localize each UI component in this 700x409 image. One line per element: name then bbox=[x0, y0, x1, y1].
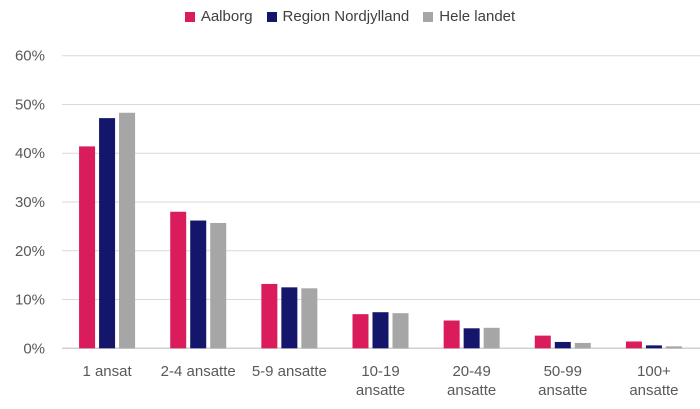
y-tick-label: 0% bbox=[23, 340, 45, 357]
legend: Aalborg Region Nordjylland Hele landet bbox=[0, 8, 700, 25]
bar-aalborg bbox=[170, 211, 187, 349]
y-tick-label: 60% bbox=[15, 48, 45, 65]
x-tick-label: 1 ansat bbox=[82, 363, 132, 380]
bar-aalborg bbox=[261, 283, 278, 349]
bar-region-nordjylland bbox=[99, 118, 116, 349]
x-tick-label: 10-19 bbox=[361, 363, 399, 380]
bar-aalborg bbox=[352, 314, 369, 349]
bar-region-nordjylland bbox=[645, 345, 662, 349]
legend-item-region-nordjylland: Region Nordjylland bbox=[266, 8, 410, 25]
legend-label: Region Nordjylland bbox=[282, 8, 410, 25]
bar-region-nordjylland bbox=[372, 312, 389, 349]
y-tick-label: 10% bbox=[15, 292, 45, 309]
legend-swatch bbox=[423, 11, 434, 22]
bar-region-nordjylland bbox=[463, 328, 480, 349]
legend-label: Aalborg bbox=[200, 8, 253, 25]
bar-region-nordjylland bbox=[281, 287, 298, 349]
y-tick-label: 30% bbox=[15, 194, 45, 211]
y-tick-label: 20% bbox=[15, 243, 45, 260]
bar-hele-landet bbox=[301, 288, 318, 349]
x-tick-label: 5-9 ansatte bbox=[252, 363, 327, 380]
bar-aalborg bbox=[79, 146, 96, 349]
x-tick-label: 20-49 bbox=[452, 363, 490, 380]
bar-hele-landet bbox=[483, 327, 500, 349]
legend-swatch bbox=[184, 11, 195, 22]
legend-label: Hele landet bbox=[439, 8, 516, 25]
bar-hele-landet bbox=[574, 342, 591, 349]
y-tick-label: 50% bbox=[15, 96, 45, 113]
x-tick-label: ansatte bbox=[356, 382, 405, 399]
bar-hele-landet bbox=[210, 222, 227, 349]
bar-region-nordjylland bbox=[190, 220, 207, 349]
bar-hele-landet bbox=[665, 346, 682, 349]
bar-aalborg bbox=[625, 341, 642, 349]
bar-aalborg bbox=[534, 335, 551, 349]
bar-hele-landet bbox=[119, 112, 136, 349]
x-tick-label: 100+ bbox=[637, 363, 671, 380]
bar-hele-landet bbox=[392, 313, 409, 349]
legend-item-hele-landet: Hele landet bbox=[423, 8, 515, 25]
y-tick-label: 40% bbox=[15, 145, 45, 162]
x-tick-label: 50-99 bbox=[544, 363, 582, 380]
x-tick-label: 2-4 ansatte bbox=[161, 363, 236, 380]
bar-region-nordjylland bbox=[554, 341, 571, 349]
x-tick-label: ansatte bbox=[538, 382, 587, 399]
legend-item-aalborg: Aalborg bbox=[184, 8, 253, 25]
x-tick-label: ansatte bbox=[629, 382, 678, 399]
legend-swatch bbox=[266, 11, 277, 22]
bar-aalborg bbox=[443, 320, 460, 349]
x-tick-label: ansatte bbox=[447, 382, 496, 399]
